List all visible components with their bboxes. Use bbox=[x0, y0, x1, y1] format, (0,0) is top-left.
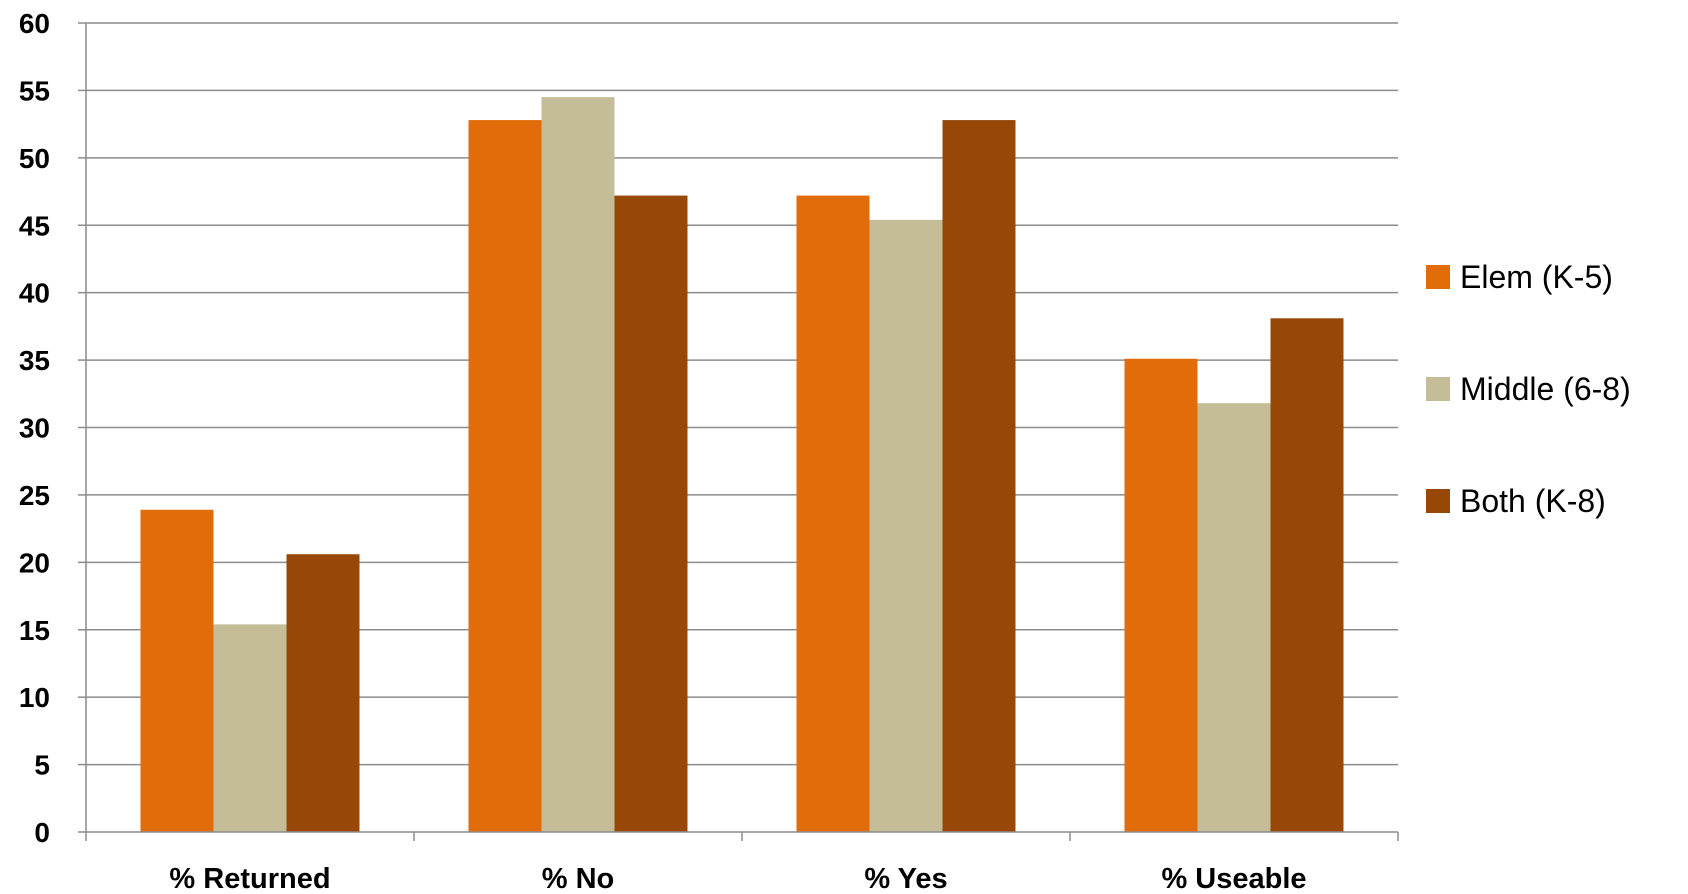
y-tick-label: 20 bbox=[19, 547, 50, 578]
legend-item: Elem (K-5) bbox=[1426, 259, 1613, 295]
bar bbox=[286, 554, 360, 832]
y-tick-label: 60 bbox=[19, 8, 50, 39]
bar bbox=[468, 120, 542, 832]
y-tick-label: 35 bbox=[19, 345, 50, 376]
legend: Elem (K-5) Middle (6-8) Both (K-8) bbox=[1426, 259, 1631, 519]
x-axis-category-labels: % Returned % No % Yes % Useable bbox=[169, 863, 1306, 894]
legend-item: Middle (6-8) bbox=[1426, 371, 1631, 407]
bar bbox=[541, 97, 615, 833]
bar bbox=[1124, 358, 1198, 832]
y-tick-label: 15 bbox=[19, 615, 50, 646]
y-tick-label: 30 bbox=[19, 413, 50, 444]
legend-swatch bbox=[1426, 489, 1450, 513]
y-tick-label: 0 bbox=[34, 817, 50, 848]
legend-label: Elem (K-5) bbox=[1460, 259, 1613, 295]
y-tick-label: 5 bbox=[34, 750, 50, 781]
y-tick-label: 55 bbox=[19, 75, 50, 106]
bar bbox=[1197, 403, 1271, 832]
x-category-label: % Returned bbox=[169, 863, 330, 894]
bar bbox=[140, 509, 214, 832]
bar bbox=[213, 624, 287, 832]
bar bbox=[614, 195, 688, 832]
y-tick-label: 50 bbox=[19, 143, 50, 174]
y-tick-label: 40 bbox=[19, 278, 50, 309]
x-category-label: % Yes bbox=[864, 863, 947, 894]
legend-label: Both (K-8) bbox=[1460, 483, 1606, 519]
x-category-label: % Useable bbox=[1161, 863, 1306, 894]
legend-label: Middle (6-8) bbox=[1460, 371, 1631, 407]
y-tick-label: 10 bbox=[19, 682, 50, 713]
bars bbox=[140, 97, 1344, 833]
axes bbox=[78, 22, 1399, 841]
y-axis-tick-labels: 0 5 10 15 20 25 30 35 40 45 50 55 60 bbox=[19, 8, 50, 848]
bar bbox=[796, 195, 870, 832]
y-tick-label: 45 bbox=[19, 210, 50, 241]
y-tick-label: 25 bbox=[19, 480, 50, 511]
bar bbox=[1270, 318, 1344, 832]
legend-swatch bbox=[1426, 377, 1450, 401]
legend-item: Both (K-8) bbox=[1426, 483, 1606, 519]
legend-swatch bbox=[1426, 265, 1450, 289]
x-category-label: % No bbox=[542, 863, 615, 894]
bar bbox=[869, 219, 943, 832]
bar bbox=[942, 120, 1016, 832]
